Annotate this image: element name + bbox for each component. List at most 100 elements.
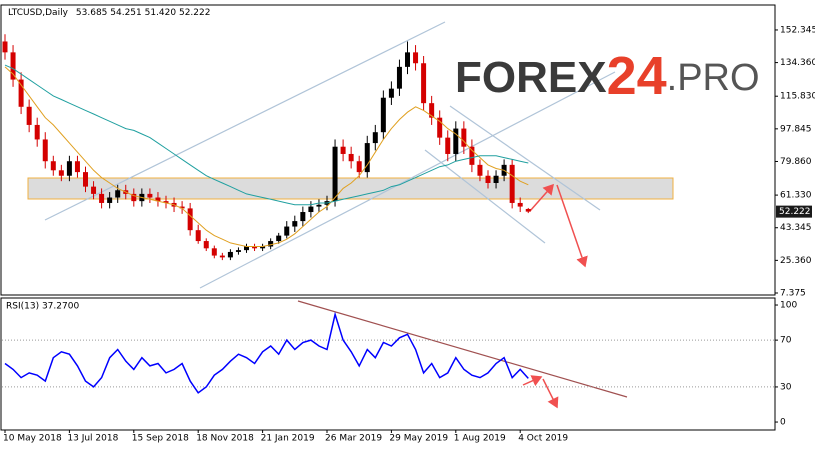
candle-body bbox=[396, 66, 402, 89]
candle-body bbox=[413, 52, 419, 64]
candle-body bbox=[203, 241, 209, 249]
candle-body bbox=[453, 128, 459, 154]
y-tick-label: 25.360 bbox=[780, 256, 812, 266]
candle-body bbox=[83, 172, 88, 187]
forecast-arrow bbox=[522, 375, 543, 387]
x-tick-label: 21 Jan 2019 bbox=[261, 434, 315, 444]
x-tick-label: 26 Mar 2019 bbox=[325, 434, 382, 444]
x-tick-label: 13 Jul 2018 bbox=[67, 434, 118, 444]
y-tick-label: 97.845 bbox=[780, 124, 812, 134]
candle-body bbox=[445, 137, 451, 154]
chart-title: LTCUSD,Daily 53.685 54.251 51.420 52.222 bbox=[8, 8, 210, 18]
x-tick-label: 10 May 2018 bbox=[3, 434, 62, 444]
candle-body bbox=[340, 146, 346, 154]
candle-body bbox=[227, 251, 233, 258]
candle-body bbox=[50, 161, 56, 171]
candle-body bbox=[348, 153, 354, 162]
candle-body bbox=[421, 63, 427, 104]
y-tick-label: 61.330 bbox=[780, 191, 812, 201]
candle-body bbox=[276, 235, 282, 242]
forecast-arrow bbox=[556, 184, 588, 268]
rsi-panel bbox=[0, 297, 776, 431]
candle-body bbox=[308, 206, 314, 213]
candle-body bbox=[58, 170, 64, 176]
price-tag bbox=[776, 205, 812, 218]
candle-body bbox=[66, 161, 72, 176]
candle-body bbox=[26, 106, 32, 125]
candle-body bbox=[485, 175, 491, 183]
candle-body bbox=[356, 161, 362, 173]
candle-body bbox=[179, 206, 185, 209]
candle-body bbox=[74, 161, 80, 173]
candle-body bbox=[469, 146, 475, 165]
candle-body bbox=[461, 128, 467, 147]
price-tag-label: 52.222 bbox=[779, 207, 811, 217]
candle-body bbox=[10, 52, 16, 80]
candle-body bbox=[300, 212, 306, 222]
candle-body bbox=[268, 241, 274, 247]
candle-body bbox=[364, 143, 370, 173]
x-tick-label: 4 Oct 2019 bbox=[518, 434, 568, 444]
candle-body bbox=[284, 226, 290, 236]
logo-part: .PRO bbox=[667, 57, 760, 99]
forecast-arrow bbox=[542, 378, 559, 409]
channel-line bbox=[449, 105, 601, 211]
candle-body bbox=[2, 41, 8, 53]
line bbox=[4, 64, 529, 206]
candle-body bbox=[195, 230, 201, 242]
line bbox=[4, 66, 529, 247]
logo-part: 24 bbox=[607, 46, 667, 106]
candle-body bbox=[155, 197, 161, 202]
candle-body bbox=[163, 201, 169, 203]
ohlc: 53.685 54.251 51.420 52.222 bbox=[76, 8, 211, 18]
logo-text: FOREX24.PRO bbox=[455, 46, 760, 106]
x-tick-label: 18 Nov 2018 bbox=[196, 434, 254, 444]
candle-body bbox=[219, 255, 225, 258]
candle-body bbox=[332, 146, 338, 202]
candle-body bbox=[244, 246, 249, 251]
price-panel bbox=[0, 4, 776, 296]
candle-body bbox=[372, 132, 378, 144]
candle-body bbox=[211, 248, 217, 256]
candle-body bbox=[517, 202, 523, 207]
channel-line bbox=[44, 21, 446, 221]
x-tick-label: 15 Sep 2018 bbox=[132, 434, 189, 444]
y-tick-label: 115.830 bbox=[780, 92, 815, 102]
candle-body bbox=[115, 190, 121, 198]
logo-part: FOREX bbox=[455, 53, 607, 102]
candle-body bbox=[260, 246, 266, 249]
rsi-trendline bbox=[297, 300, 628, 398]
y-tick-label: 43.345 bbox=[780, 223, 812, 233]
candle-body bbox=[525, 208, 531, 212]
y-tick-label: 152.345 bbox=[780, 25, 815, 35]
symbol: LTCUSD,Daily bbox=[8, 8, 69, 18]
x-tick-label: 1 Aug 2019 bbox=[454, 434, 506, 444]
forecast-arrow bbox=[529, 183, 554, 212]
y-tick-label: 7.375 bbox=[780, 288, 806, 298]
candle-body bbox=[509, 164, 515, 203]
candle-body bbox=[477, 164, 483, 176]
candle-body bbox=[429, 103, 435, 118]
y-tick-label: 134.360 bbox=[780, 58, 815, 68]
candle-body bbox=[91, 186, 97, 194]
candle-body bbox=[107, 197, 113, 203]
logo: FOREX24.PRO bbox=[455, 46, 760, 106]
rsi-title: RSI(13) 37.2700 bbox=[6, 302, 79, 312]
y-tick-label: 30 bbox=[780, 382, 792, 392]
x-tick-label: 29 May 2019 bbox=[389, 434, 448, 444]
candle-body bbox=[388, 88, 394, 98]
candle-body bbox=[147, 193, 153, 198]
candle-body bbox=[131, 193, 137, 202]
candle-body bbox=[187, 208, 193, 231]
y-tick-label: 0 bbox=[780, 418, 786, 428]
candle-body bbox=[316, 204, 322, 207]
candle-body bbox=[99, 193, 105, 203]
y-tick-label: 70 bbox=[780, 336, 792, 346]
candle-body bbox=[380, 97, 386, 133]
candle-body bbox=[292, 221, 298, 227]
y-tick-label: 79.860 bbox=[780, 157, 812, 167]
candle-body bbox=[405, 52, 410, 67]
y-tick-label: 100 bbox=[780, 301, 797, 311]
